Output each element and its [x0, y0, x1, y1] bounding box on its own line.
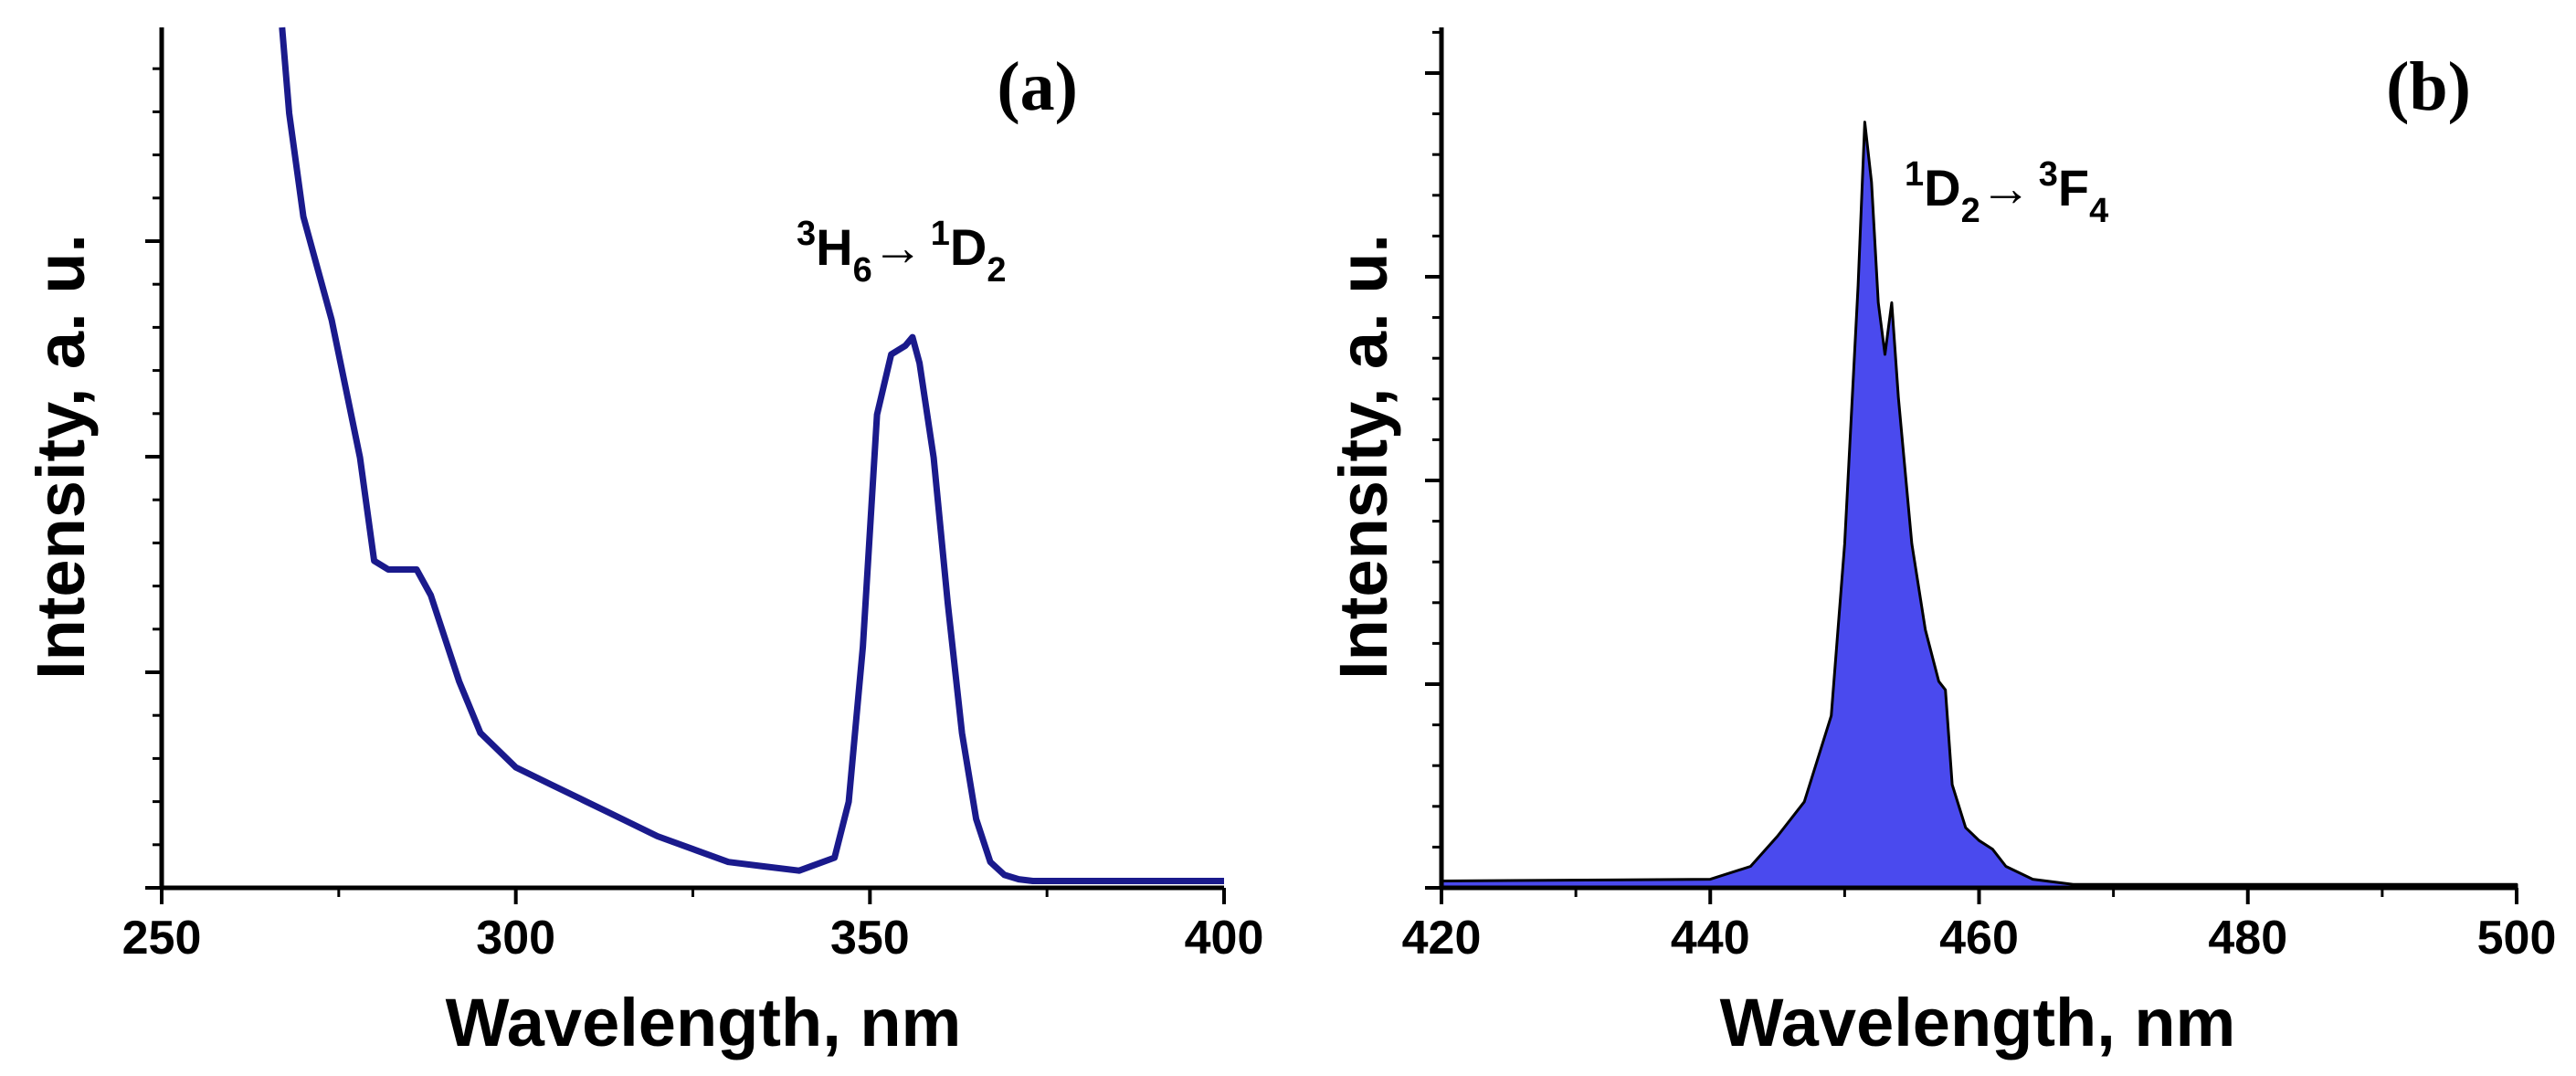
panel-a-annot-to-sup: 1 — [931, 215, 950, 253]
panel-a-annot-arrow: → — [872, 218, 924, 276]
panel-b-transition-annotation: 1D2→ 3F4 — [1905, 155, 2108, 230]
panel-a: 250 300 350 400 Wavelength, nm Intensity, a… — [23, 26, 1264, 1060]
panel-a-y-ticks — [145, 67, 162, 890]
panel-a-excitation-line — [279, 26, 1224, 884]
panel-a-label: (a) — [997, 48, 1078, 125]
panel-a-x-axis-title: Wavelength, nm — [446, 985, 962, 1060]
panel-a-annot-from-term: H — [816, 218, 852, 276]
panel-b-annot-from-sub: 2 — [1961, 192, 1980, 230]
panel-a-annot-from-sup: 3 — [797, 215, 816, 253]
panel-a-x-tick-label: 300 — [476, 912, 555, 965]
panel-b: 420 440 460 480 500 Wavelength, nm Intensity… — [1325, 27, 2556, 1060]
panel-b-x-tick-label: 460 — [1939, 912, 2019, 965]
panel-a-x-tick-label: 400 — [1185, 912, 1264, 965]
panel-a-annot-to-sub: 2 — [987, 251, 1006, 290]
panel-b-x-tick-label: 420 — [1402, 912, 1482, 965]
panel-b-annot-to-sup: 3 — [2039, 155, 2058, 194]
panel-a-annot-to-term: D — [950, 218, 987, 276]
panel-b-y-axis-title: Intensity, a. u. — [1325, 234, 1401, 680]
panel-b-x-axis-title: Wavelength, nm — [1720, 985, 2236, 1060]
panel-a-y-axis-title: Intensity, a. u. — [23, 234, 99, 680]
panel-b-annot-from-term: D — [1924, 159, 1960, 216]
panel-b-x-tick-label: 440 — [1671, 912, 1750, 965]
panel-b-annot-arrow: → — [1980, 159, 2032, 216]
panel-b-x-tick-label: 480 — [2208, 912, 2287, 965]
panel-a-x-tick-labels: 250 300 350 400 — [122, 912, 1264, 965]
panel-b-label: (b) — [2386, 48, 2471, 125]
panel-b-annot-to-sub: 4 — [2089, 192, 2108, 230]
panel-b-emission-area — [1440, 121, 2518, 890]
panel-b-x-ticks — [1440, 888, 2518, 904]
panel-a-x-tick-label: 350 — [830, 912, 910, 965]
panel-a-annot-from-sub: 6 — [853, 251, 872, 290]
panel-a-x-ticks — [160, 888, 1226, 904]
panel-a-transition-annotation: 3H6→ 1D2 — [797, 215, 1006, 290]
panel-b-x-tick-label: 500 — [2477, 912, 2557, 965]
panel-b-annot-to-term: F — [2058, 159, 2089, 216]
panel-b-annot-from-sup: 1 — [1905, 155, 1924, 194]
panel-b-x-tick-labels: 420 440 460 480 500 — [1402, 912, 2557, 965]
panel-a-x-tick-label: 250 — [122, 912, 202, 965]
panel-b-y-ticks — [1425, 30, 1441, 890]
